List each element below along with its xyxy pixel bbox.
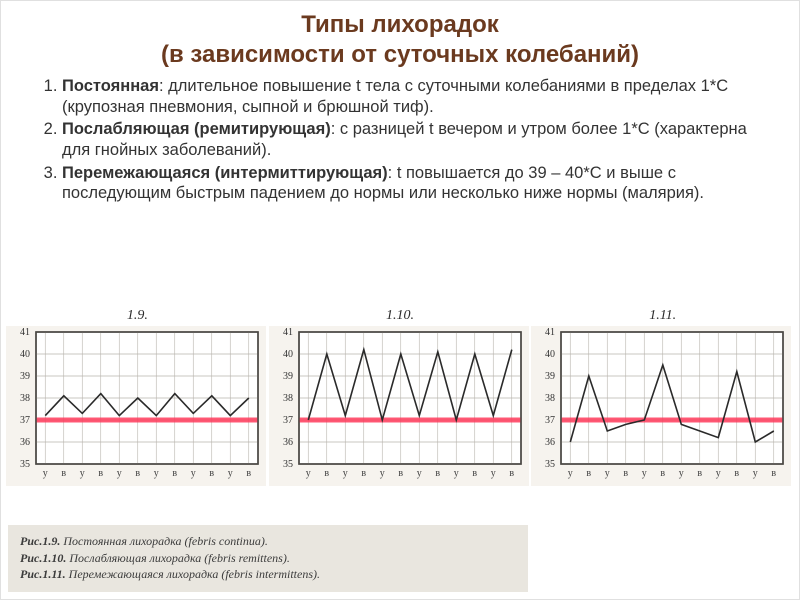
definition-term: Постоянная xyxy=(62,77,159,95)
slide-title: Типы лихорадок (в зависимости от суточны… xyxy=(0,0,800,70)
body-text: Постоянная: длительное повышение t тела … xyxy=(0,70,800,204)
svg-text:в: в xyxy=(435,468,440,479)
svg-text:в: в xyxy=(209,468,214,479)
svg-text:в: в xyxy=(172,468,177,479)
svg-text:38: 38 xyxy=(283,393,293,404)
svg-text:39: 39 xyxy=(20,371,30,382)
title-line-2: (в зависимости от суточных колебаний) xyxy=(161,41,639,68)
svg-text:у: у xyxy=(43,468,48,479)
svg-text:35: 35 xyxy=(283,459,293,470)
svg-text:40: 40 xyxy=(545,349,555,360)
chart-row: 1.9.35363738394041увувувувувув1.10.35363… xyxy=(0,326,800,486)
caption-box: Рис.1.9. Постоянная лихорадка (febris co… xyxy=(8,525,528,592)
definition-list: Постоянная: длительное повышение t тела … xyxy=(40,76,772,204)
svg-text:39: 39 xyxy=(283,371,293,382)
svg-text:40: 40 xyxy=(283,349,293,360)
svg-text:в: в xyxy=(398,468,403,479)
slide: Типы лихорадок (в зависимости от суточны… xyxy=(0,0,800,600)
svg-text:в: в xyxy=(661,468,666,479)
caption-text: Перемежающаяся лихорадка (febris intermi… xyxy=(66,567,320,581)
svg-text:41: 41 xyxy=(545,327,555,338)
svg-text:у: у xyxy=(679,468,684,479)
svg-text:в: в xyxy=(735,468,740,479)
definition-rest: : длительное повышение t тела с суточным… xyxy=(62,77,728,116)
definition-term: Послабляющая (ремитирующая) xyxy=(62,120,331,138)
definition-item: Постоянная: длительное повышение t тела … xyxy=(62,76,772,117)
svg-text:у: у xyxy=(117,468,122,479)
svg-text:у: у xyxy=(191,468,196,479)
chart-1: 1.9.35363738394041увувувувувув xyxy=(6,326,269,486)
svg-text:в: в xyxy=(61,468,66,479)
svg-text:в: в xyxy=(624,468,629,479)
svg-text:37: 37 xyxy=(545,415,555,426)
svg-text:35: 35 xyxy=(20,459,30,470)
svg-text:36: 36 xyxy=(283,437,293,448)
svg-text:в: в xyxy=(472,468,477,479)
svg-text:35: 35 xyxy=(545,459,555,470)
chart-label: 1.10. xyxy=(269,308,532,324)
caption-line: Рис.1.10. Послабляющая лихорадка (febris… xyxy=(20,550,516,566)
svg-text:38: 38 xyxy=(20,393,30,404)
svg-text:у: у xyxy=(642,468,647,479)
svg-text:в: в xyxy=(98,468,103,479)
chart-svg: 35 36 37 38 39 40 41 у в у в у в у в у в у в xyxy=(269,326,529,486)
svg-text:в: в xyxy=(361,468,366,479)
svg-text:37: 37 xyxy=(20,415,30,426)
chart-svg: 35 36 37 38 39 40 41 у в у в у в у в у в у в xyxy=(6,326,266,486)
svg-text:41: 41 xyxy=(283,327,293,338)
svg-text:38: 38 xyxy=(545,393,555,404)
svg-text:у: у xyxy=(80,468,85,479)
svg-text:39: 39 xyxy=(545,371,555,382)
caption-line: Рис.1.11. Перемежающаяся лихорадка (febr… xyxy=(20,566,516,582)
svg-text:у: у xyxy=(228,468,233,479)
caption-ref: Рис.1.9. xyxy=(20,534,60,548)
caption-ref: Рис.1.11. xyxy=(20,567,66,581)
svg-text:в: в xyxy=(698,468,703,479)
svg-text:40: 40 xyxy=(20,349,30,360)
svg-text:в: в xyxy=(509,468,514,479)
svg-text:36: 36 xyxy=(545,437,555,448)
svg-text:37: 37 xyxy=(283,415,293,426)
svg-text:у: у xyxy=(605,468,610,479)
svg-text:у: у xyxy=(453,468,458,479)
caption-text: Постоянная лихорадка (febris continua). xyxy=(60,534,268,548)
definition-item: Послабляющая (ремитирующая): с разницей … xyxy=(62,119,772,160)
svg-text:в: в xyxy=(772,468,777,479)
definition-term: Перемежающаяся (интермиттирующая) xyxy=(62,164,388,182)
svg-text:у: у xyxy=(568,468,573,479)
svg-text:у: у xyxy=(342,468,347,479)
chart-label: 1.9. xyxy=(6,308,269,324)
svg-text:в: в xyxy=(324,468,329,479)
svg-text:у: у xyxy=(154,468,159,479)
svg-text:36: 36 xyxy=(20,437,30,448)
svg-text:у: у xyxy=(753,468,758,479)
svg-text:в: в xyxy=(135,468,140,479)
chart-svg: 35 36 37 38 39 40 41 у в у в у в у в у в у в xyxy=(531,326,791,486)
caption-text: Послабляющая лихорадка (febris remittens… xyxy=(66,551,290,565)
definition-item: Перемежающаяся (интермиттирующая): t пов… xyxy=(62,163,772,204)
svg-text:в: в xyxy=(246,468,251,479)
svg-text:у: у xyxy=(490,468,495,479)
svg-text:в: в xyxy=(587,468,592,479)
chart-3: 1.11.35363738394041увувувувувув xyxy=(531,326,794,486)
caption-line: Рис.1.9. Постоянная лихорадка (febris co… xyxy=(20,533,516,549)
chart-label: 1.11. xyxy=(531,308,794,324)
caption-ref: Рис.1.10. xyxy=(20,551,66,565)
svg-text:у: у xyxy=(716,468,721,479)
svg-text:у: у xyxy=(416,468,421,479)
svg-text:41: 41 xyxy=(20,327,30,338)
chart-2: 1.10.35363738394041увувувувувув xyxy=(269,326,532,486)
svg-text:у: у xyxy=(379,468,384,479)
title-line-1: Типы лихорадок xyxy=(301,11,498,38)
svg-text:у: у xyxy=(305,468,310,479)
